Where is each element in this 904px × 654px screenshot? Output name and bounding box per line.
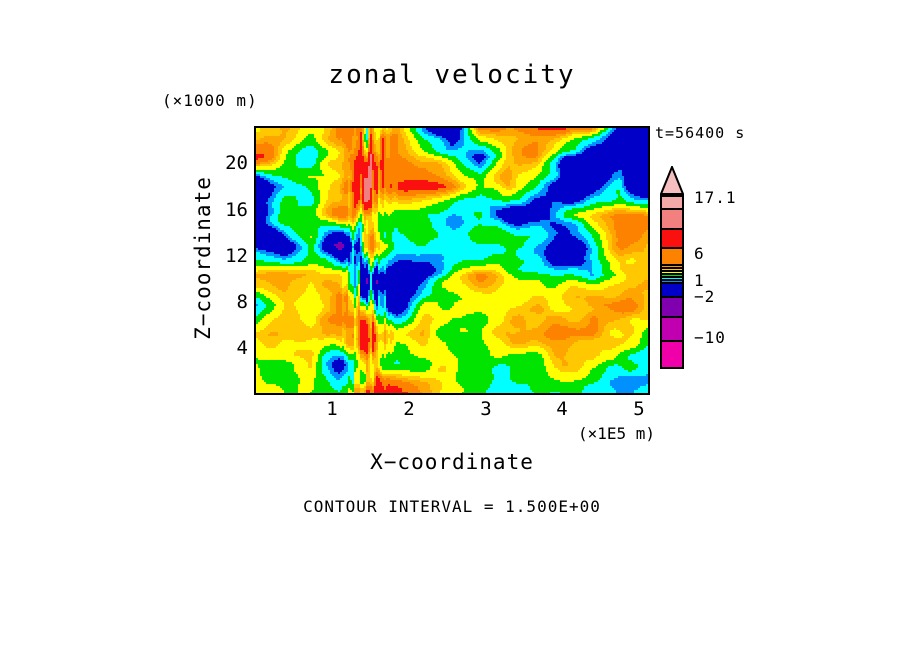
z-axis-unit-label: (×1000 m) (162, 91, 258, 110)
colorbar-segment (660, 208, 684, 230)
colorbar-segment (660, 228, 684, 249)
colorbar-label-neg10: −10 (694, 328, 726, 347)
x-axis-unit-label: (×1E5 m) (577, 424, 655, 443)
colorbar-arrow-icon (660, 166, 684, 195)
x-tick-3: 3 (480, 398, 492, 420)
x-tick-2: 2 (403, 398, 415, 420)
colorbar-segment (660, 316, 684, 342)
time-label: t=56400 s (655, 124, 746, 142)
x-tick-1: 1 (326, 398, 338, 420)
x-axis-title: X−coordinate (370, 450, 534, 474)
z-tick-12: 12 (225, 245, 248, 267)
contour-plot (254, 126, 650, 395)
colorbar-label-17-1: 17.1 (694, 188, 737, 207)
z-tick-20: 20 (225, 152, 248, 174)
z-tick-4: 4 (236, 337, 248, 359)
contour-interval-label: CONTOUR INTERVAL = 1.500E+00 (303, 497, 601, 516)
page-title: zonal velocity (328, 60, 576, 90)
colorbar-label-6: 6 (694, 244, 705, 263)
x-tick-4: 4 (556, 398, 568, 420)
z-tick-16: 16 (225, 199, 248, 221)
colorbar-label-neg2: −2 (694, 287, 716, 306)
colorbar-segment (660, 340, 684, 369)
colorbar-segments (660, 195, 684, 369)
colorbar-label-1: 1 (694, 271, 705, 290)
colorbar-segment (660, 296, 684, 318)
z-tick-8: 8 (236, 291, 248, 313)
x-tick-5: 5 (633, 398, 645, 420)
contour-field-canvas (256, 128, 648, 393)
